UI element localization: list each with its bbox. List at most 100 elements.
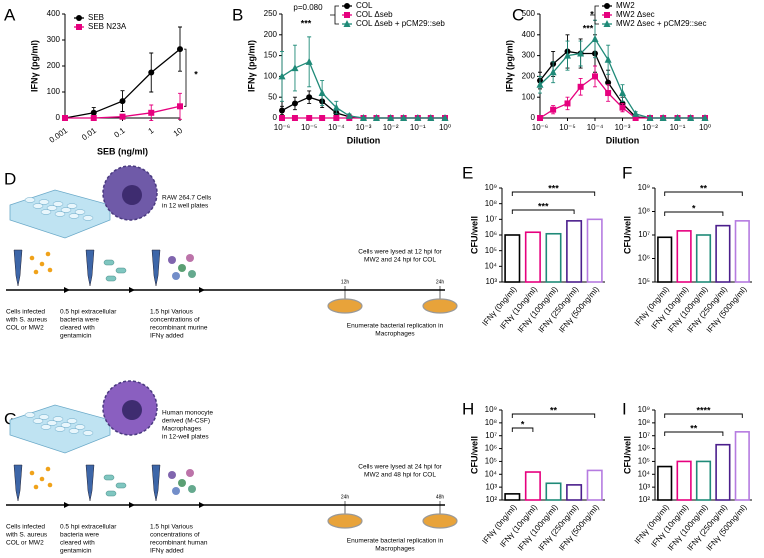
legend-marker — [76, 24, 82, 30]
significance-bracket — [664, 413, 743, 418]
antibiotic — [103, 474, 115, 481]
well — [74, 424, 86, 430]
y-tick-label: 10⁷ — [485, 431, 497, 440]
x-tick-label: 10⁰ — [699, 123, 711, 132]
significance-bracket — [511, 427, 534, 432]
bacteria — [29, 470, 35, 476]
y-tick-label: 10⁶ — [485, 444, 497, 453]
well — [24, 412, 36, 418]
annotation: p=0.080 — [293, 3, 323, 12]
step-label: with S. aureus — [5, 532, 48, 539]
step-label: Cells infected — [6, 309, 45, 316]
cytokine — [188, 485, 196, 493]
legend-label: MW2 Δsec + pCM29::sec — [616, 19, 706, 28]
marker — [536, 80, 544, 88]
y-tick-label: 10⁶ — [638, 444, 650, 453]
legend-marker — [343, 20, 351, 27]
step-label: 1.5 hpi Various — [150, 524, 194, 531]
legend-label: SEB N23A — [88, 22, 127, 31]
step-label: Cells infected — [6, 524, 45, 531]
well — [66, 203, 78, 209]
marker — [278, 72, 286, 80]
cytokine — [186, 254, 194, 262]
legend-marker — [603, 20, 611, 27]
significance-bracket — [511, 191, 596, 196]
panel-letter: E — [462, 163, 473, 182]
panel-letter: D — [4, 169, 16, 188]
bar — [734, 220, 750, 283]
bar — [524, 471, 541, 501]
y-tick-label: 400 — [522, 30, 536, 39]
y-tick-label: 10⁹ — [485, 183, 497, 192]
marker — [291, 64, 299, 72]
marker — [564, 51, 571, 59]
x-tick-label: 0.001 — [48, 126, 70, 145]
marker — [291, 115, 298, 121]
well — [52, 416, 64, 422]
bar — [566, 220, 583, 283]
significance-bracket — [664, 431, 724, 436]
petri-dish — [422, 513, 458, 529]
y-tick-label: 0 — [273, 113, 278, 122]
legend-label: SEB — [88, 13, 104, 22]
well — [82, 215, 94, 221]
step-label: 0.5 hpi extracellular — [60, 309, 117, 316]
marker — [605, 79, 612, 86]
y-tick-label: 10² — [638, 495, 650, 504]
marker — [345, 111, 353, 119]
legend-marker — [76, 15, 82, 21]
x-tick-label: 10⁻⁵ — [559, 123, 575, 132]
step-label: IFNγ added — [150, 333, 184, 340]
outcome-label: Macrophages — [375, 331, 415, 338]
y-axis-label: IFNγ (pg/ml) — [246, 40, 256, 92]
marker — [604, 55, 612, 63]
marker — [591, 34, 599, 42]
x-tick-label: 0.1 — [112, 126, 127, 140]
x-tick-label: 10⁻⁴ — [328, 123, 345, 132]
marker — [605, 90, 612, 97]
bar — [715, 443, 731, 501]
well — [40, 424, 52, 430]
cytokine — [178, 264, 186, 272]
y-tick-label: 10⁷ — [638, 230, 650, 239]
marker — [148, 69, 155, 76]
y-axis-label: CFU/well — [469, 216, 479, 254]
marker — [414, 114, 422, 121]
y-tick-label: 250 — [264, 9, 278, 18]
cytokine — [172, 272, 180, 280]
bar — [676, 230, 692, 283]
y-axis-label: CFU/well — [622, 436, 632, 474]
y-tick-label: 500 — [522, 9, 536, 18]
nucleus — [122, 400, 142, 420]
bacteria — [47, 482, 53, 488]
step-label: COL or MW2 — [6, 325, 44, 332]
marker — [632, 109, 640, 117]
time-mark: 48h — [436, 494, 445, 500]
marker — [333, 115, 340, 121]
step-label: 1.5 hpi Various — [150, 309, 194, 316]
x-tick-label: 10 — [172, 126, 185, 139]
step-label: bacteria were — [60, 317, 99, 324]
petri-dish — [327, 298, 363, 314]
y-axis-label: IFNγ (pg/ml) — [29, 40, 39, 92]
bacteria — [45, 251, 51, 257]
step-label: concentrations of — [150, 532, 200, 539]
well — [46, 205, 58, 211]
lysis-note: MW2 and 48 hpi for COL — [364, 472, 436, 479]
well — [40, 209, 52, 215]
arrow-head — [64, 287, 70, 293]
outcome-label: Enumerate bacterial replication in — [347, 538, 444, 545]
pipette — [13, 249, 23, 287]
y-tick-label: 10² — [485, 495, 497, 504]
marker — [177, 46, 183, 53]
y-tick-label: 10³ — [485, 277, 497, 286]
y-tick-label: 200 — [264, 30, 278, 39]
marker — [279, 107, 285, 114]
annotation: * — [590, 9, 594, 19]
x-tick-label: 1 — [147, 126, 156, 136]
legend-label: COL Δseb — [356, 10, 393, 19]
bar — [715, 224, 731, 283]
y-tick-label: 10⁶ — [485, 230, 497, 239]
annotation: *** — [301, 18, 312, 28]
y-tick-label: 400 — [47, 9, 61, 18]
